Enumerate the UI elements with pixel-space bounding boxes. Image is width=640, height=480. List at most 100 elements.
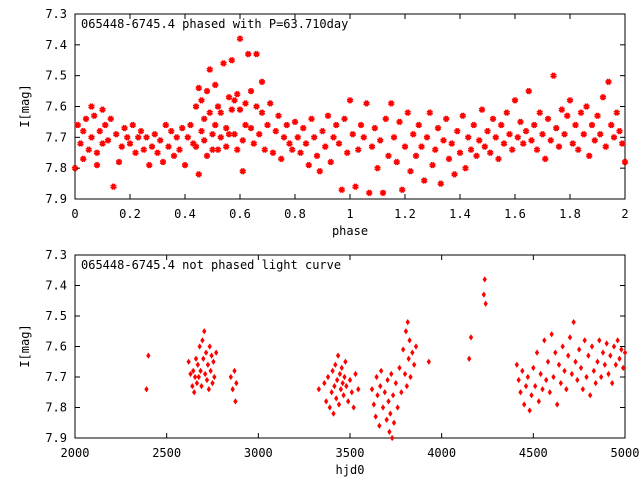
data-point [373,413,378,420]
x-tick-label: 2500 [152,446,181,460]
data-point [209,352,214,359]
data-point [618,140,626,147]
data-point [495,155,502,163]
data-point [208,367,213,375]
data-point [387,100,395,107]
data-point [584,373,589,381]
light-curve-title: 065448-6745.4 not phased light curve [81,258,341,272]
data-point [310,134,318,141]
data-point [196,373,201,381]
data-point [233,398,238,405]
data-point [231,130,238,138]
data-point [200,337,205,344]
data-point [211,358,216,365]
data-point [145,161,153,169]
x-tick-label: 0.8 [284,207,306,221]
data-point [96,127,104,135]
data-point [275,112,282,120]
data-point [549,331,554,338]
data-point [101,121,109,129]
data-point [403,328,409,335]
data-point [379,367,384,375]
data-point [374,164,381,172]
data-point [478,106,486,113]
data-point [302,140,310,147]
data-point [247,87,255,95]
data-point [264,121,271,129]
data-point [523,383,529,390]
data-point [291,118,299,126]
data-point [217,109,225,116]
data-point [525,373,530,381]
data-point [379,189,387,197]
data-point [566,97,574,104]
data-point [426,358,431,365]
data-point [615,337,620,344]
data-point [330,367,335,375]
data-point [369,386,375,393]
data-point [203,87,211,95]
data-point [440,137,447,144]
data-point [200,115,208,123]
data-point [79,127,87,135]
data-point [544,376,549,384]
data-point [555,143,563,150]
data-point [82,115,90,123]
data-point [335,140,343,147]
data-point [571,318,576,326]
data-point [336,401,342,408]
x-tick-label: 0.4 [174,207,196,221]
data-point [212,373,217,381]
data-point [335,352,341,359]
data-point [162,121,170,129]
data-point [387,428,392,436]
data-point [258,78,266,86]
data-point [610,379,615,387]
data-point [192,103,200,110]
data-point [190,383,195,390]
data-point [231,97,238,104]
data-point [547,137,555,144]
data-point [280,134,288,141]
data-point [595,358,600,365]
x-tick-label: 5000 [611,446,640,460]
y-tick-label: 7.8 [45,161,67,175]
data-point [233,90,241,98]
data-point [184,134,192,141]
data-point [148,143,156,150]
data-point [393,379,398,387]
data-point [132,149,139,157]
data-point [506,130,513,138]
data-point [553,349,558,356]
data-point [573,358,578,365]
data-point [253,103,260,110]
data-point [88,103,95,110]
data-point [410,349,415,356]
data-point [211,121,219,129]
data-point [71,164,79,172]
data-point [518,389,523,396]
data-point [354,146,362,153]
data-point [151,130,159,138]
data-point [371,124,379,132]
data-point [453,127,461,135]
data-point [514,134,522,141]
data-point [582,337,587,344]
data-point [533,146,541,153]
data-point [353,370,358,378]
data-point [534,349,540,356]
data-point [594,112,601,120]
data-point [324,398,329,405]
data-point [407,167,414,175]
data-point [527,407,532,414]
data-point [99,140,106,147]
data-point [319,127,326,135]
data-point [88,134,95,141]
y-tick-label: 7.4 [45,38,67,52]
data-point [384,416,389,423]
data-point [349,389,354,396]
data-point [365,189,373,197]
data-point [525,87,533,95]
x-tick-label: 1.8 [559,207,581,221]
data-point [322,379,327,387]
